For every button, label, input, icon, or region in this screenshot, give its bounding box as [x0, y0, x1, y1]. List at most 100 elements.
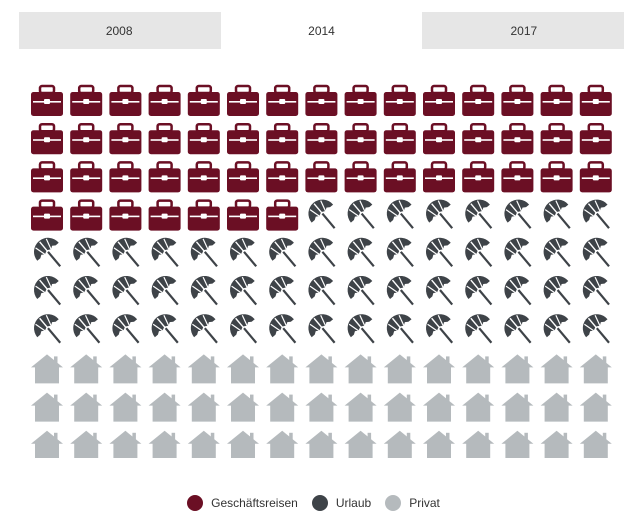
umbrella-icon	[269, 314, 297, 344]
umbrella-icon	[543, 314, 571, 344]
umbrella-icon	[504, 199, 532, 229]
briefcase-icon	[423, 122, 455, 155]
briefcase-icon	[70, 122, 103, 155]
house-icon	[70, 354, 103, 384]
umbrella-icon	[269, 276, 297, 306]
umbrella-icon	[582, 237, 610, 268]
umbrella-icon	[582, 276, 610, 306]
briefcase-icon	[305, 161, 338, 193]
umbrella-icon	[347, 199, 375, 229]
tab-2017[interactable]: 2017	[423, 12, 624, 49]
house-icon	[305, 430, 338, 458]
umbrella-icon	[34, 314, 62, 344]
house-icon	[540, 354, 573, 384]
umbrella-icon	[34, 237, 62, 268]
umbrella-icon	[543, 237, 571, 268]
umbrella-icon	[112, 314, 140, 344]
briefcase-icon	[383, 161, 416, 193]
umbrella-icon	[582, 199, 610, 229]
umbrella-icon	[73, 314, 101, 344]
house-icon	[423, 430, 455, 458]
briefcase-icon	[579, 161, 612, 193]
legend-item-urlaub[interactable]: Urlaub	[311, 495, 372, 511]
umbrella-icon	[308, 237, 336, 268]
briefcase-icon	[423, 84, 455, 116]
legend-label-urlaub: Urlaub	[335, 496, 372, 510]
umbrella-icon	[308, 314, 336, 344]
briefcase-icon	[227, 161, 259, 193]
house-icon	[31, 430, 63, 458]
briefcase-icon	[579, 122, 612, 155]
umbrella-icon	[386, 237, 414, 268]
house-icon	[383, 392, 416, 422]
house-icon	[31, 354, 63, 384]
umbrella-icon	[426, 314, 454, 344]
legend-item-privat[interactable]: Privat	[385, 495, 440, 511]
briefcase-icon	[462, 161, 495, 193]
briefcase-icon	[462, 84, 495, 116]
briefcase-icon	[148, 161, 181, 193]
umbrella-icon	[34, 276, 62, 306]
tab-2014[interactable]: 2014	[221, 12, 422, 49]
briefcase-icon	[266, 122, 299, 155]
briefcase-icon	[305, 122, 338, 155]
house-icon	[305, 392, 338, 422]
legend-dot-urlaub	[311, 495, 328, 511]
house-icon	[148, 354, 181, 384]
house-icon	[462, 392, 495, 422]
briefcase-icon	[305, 84, 338, 116]
pictogram-chart	[31, 84, 612, 458]
legend: Geschäftsreisen Urlaub Privat	[0, 492, 627, 514]
umbrella-icon	[582, 314, 610, 344]
umbrella-icon	[190, 276, 218, 306]
legend-label-geschaeftsreisen: Geschäftsreisen	[211, 496, 298, 510]
briefcase-icon	[501, 161, 534, 193]
house-icon	[540, 430, 573, 458]
house-icon	[266, 354, 299, 384]
umbrella-icon	[73, 237, 101, 268]
umbrella-icon	[308, 199, 336, 229]
briefcase-icon	[462, 122, 495, 155]
briefcase-icon	[31, 122, 63, 155]
umbrella-icon	[151, 314, 179, 344]
umbrella-icon	[190, 237, 218, 268]
umbrella-icon	[347, 314, 375, 344]
umbrella-icon	[543, 199, 571, 229]
house-icon	[109, 430, 142, 458]
briefcase-icon	[540, 122, 573, 155]
briefcase-icon	[501, 122, 534, 155]
house-icon	[462, 430, 495, 458]
house-icon	[540, 392, 573, 422]
legend-item-geschaeftsreisen[interactable]: Geschäftsreisen	[187, 495, 298, 511]
briefcase-icon	[266, 161, 299, 193]
umbrella-icon	[112, 237, 140, 268]
briefcase-icon	[109, 122, 142, 155]
legend-dot-geschaeftsreisen	[187, 495, 204, 511]
briefcase-icon	[70, 84, 103, 116]
house-icon	[501, 354, 534, 384]
briefcase-icon	[540, 84, 573, 116]
umbrella-icon	[504, 314, 532, 344]
house-icon	[109, 392, 142, 422]
briefcase-icon	[109, 199, 142, 231]
house-icon	[227, 392, 259, 422]
house-icon	[148, 392, 181, 422]
house-icon	[383, 430, 416, 458]
house-icon	[501, 392, 534, 422]
umbrella-icon	[73, 276, 101, 306]
umbrella-icon	[151, 276, 179, 306]
briefcase-icon	[187, 199, 220, 231]
briefcase-icon	[266, 199, 299, 231]
briefcase-icon	[540, 161, 573, 193]
umbrella-icon	[386, 199, 414, 229]
briefcase-icon	[187, 122, 220, 155]
briefcase-icon	[109, 84, 142, 116]
tab-2008[interactable]: 2008	[19, 12, 220, 49]
briefcase-icon	[227, 122, 259, 155]
house-icon	[227, 430, 259, 458]
briefcase-icon	[70, 199, 103, 231]
briefcase-icon	[109, 161, 142, 193]
briefcase-icon	[266, 84, 299, 116]
briefcase-icon	[227, 199, 259, 231]
umbrella-icon	[465, 199, 493, 229]
